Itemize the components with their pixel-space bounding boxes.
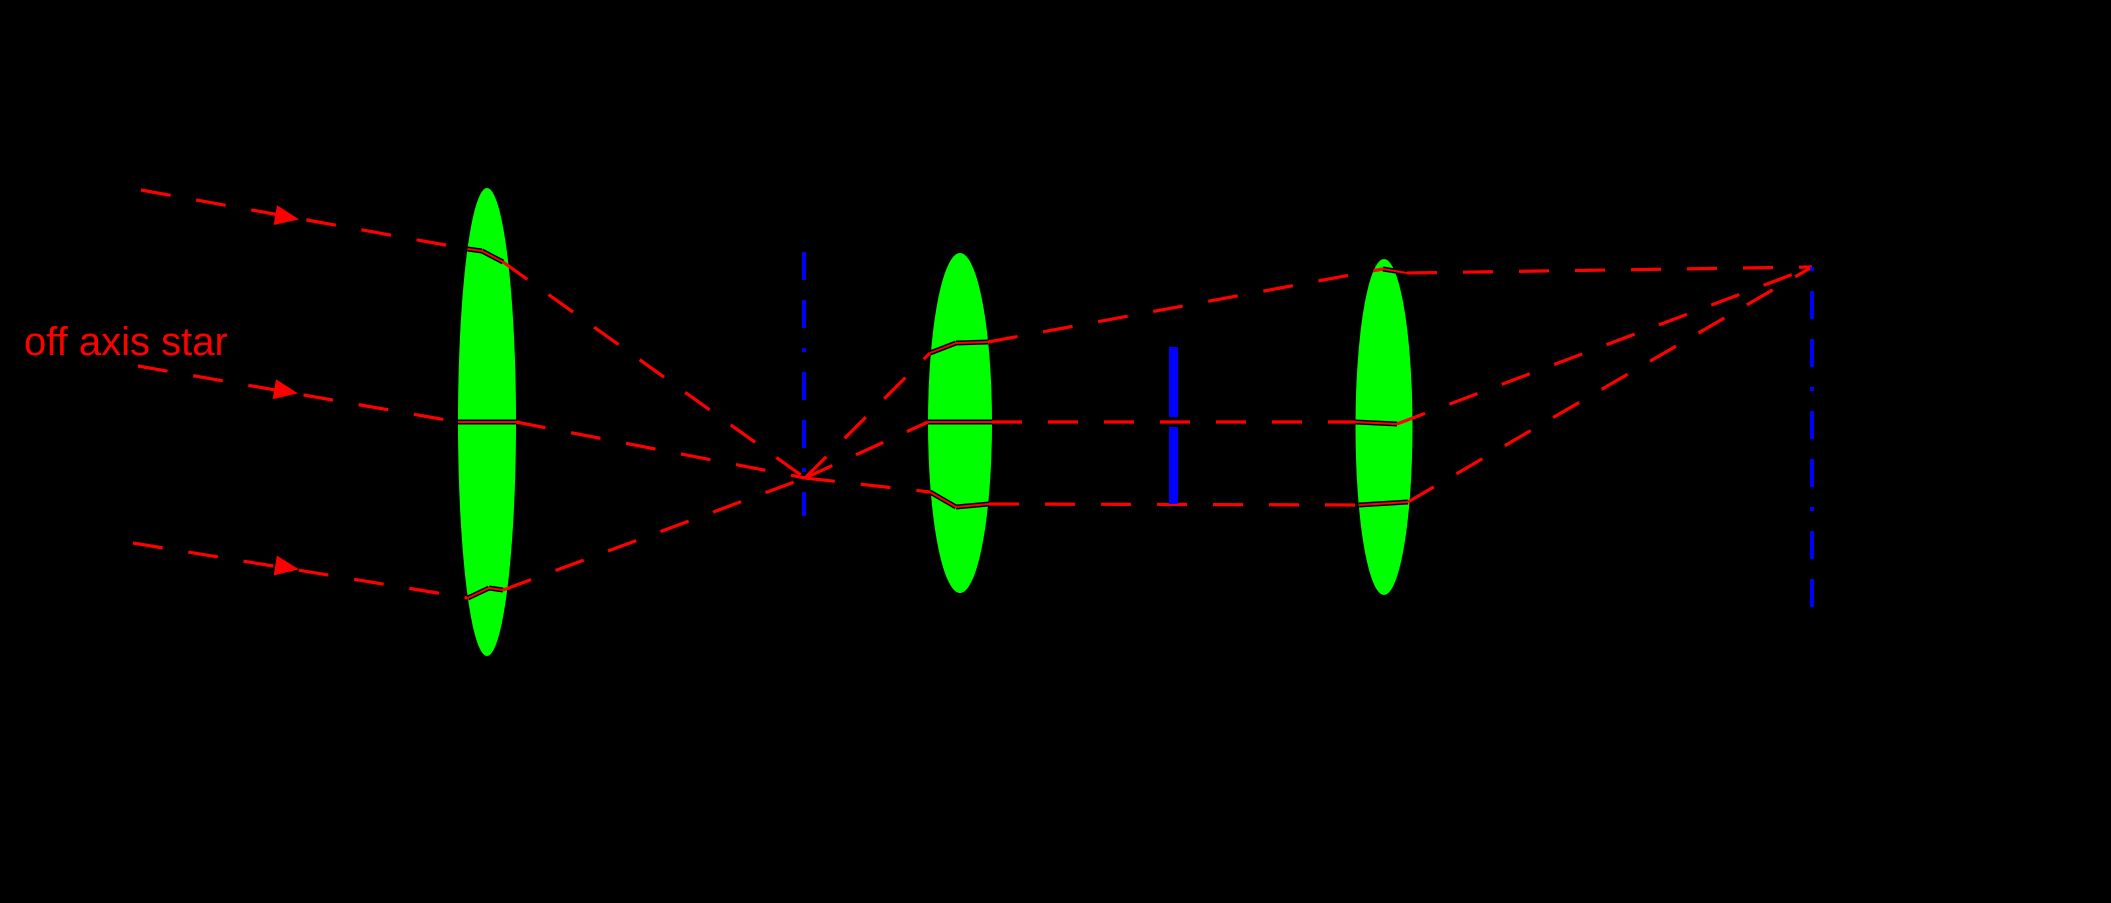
svg-text:off axis star: off axis star xyxy=(24,320,228,364)
